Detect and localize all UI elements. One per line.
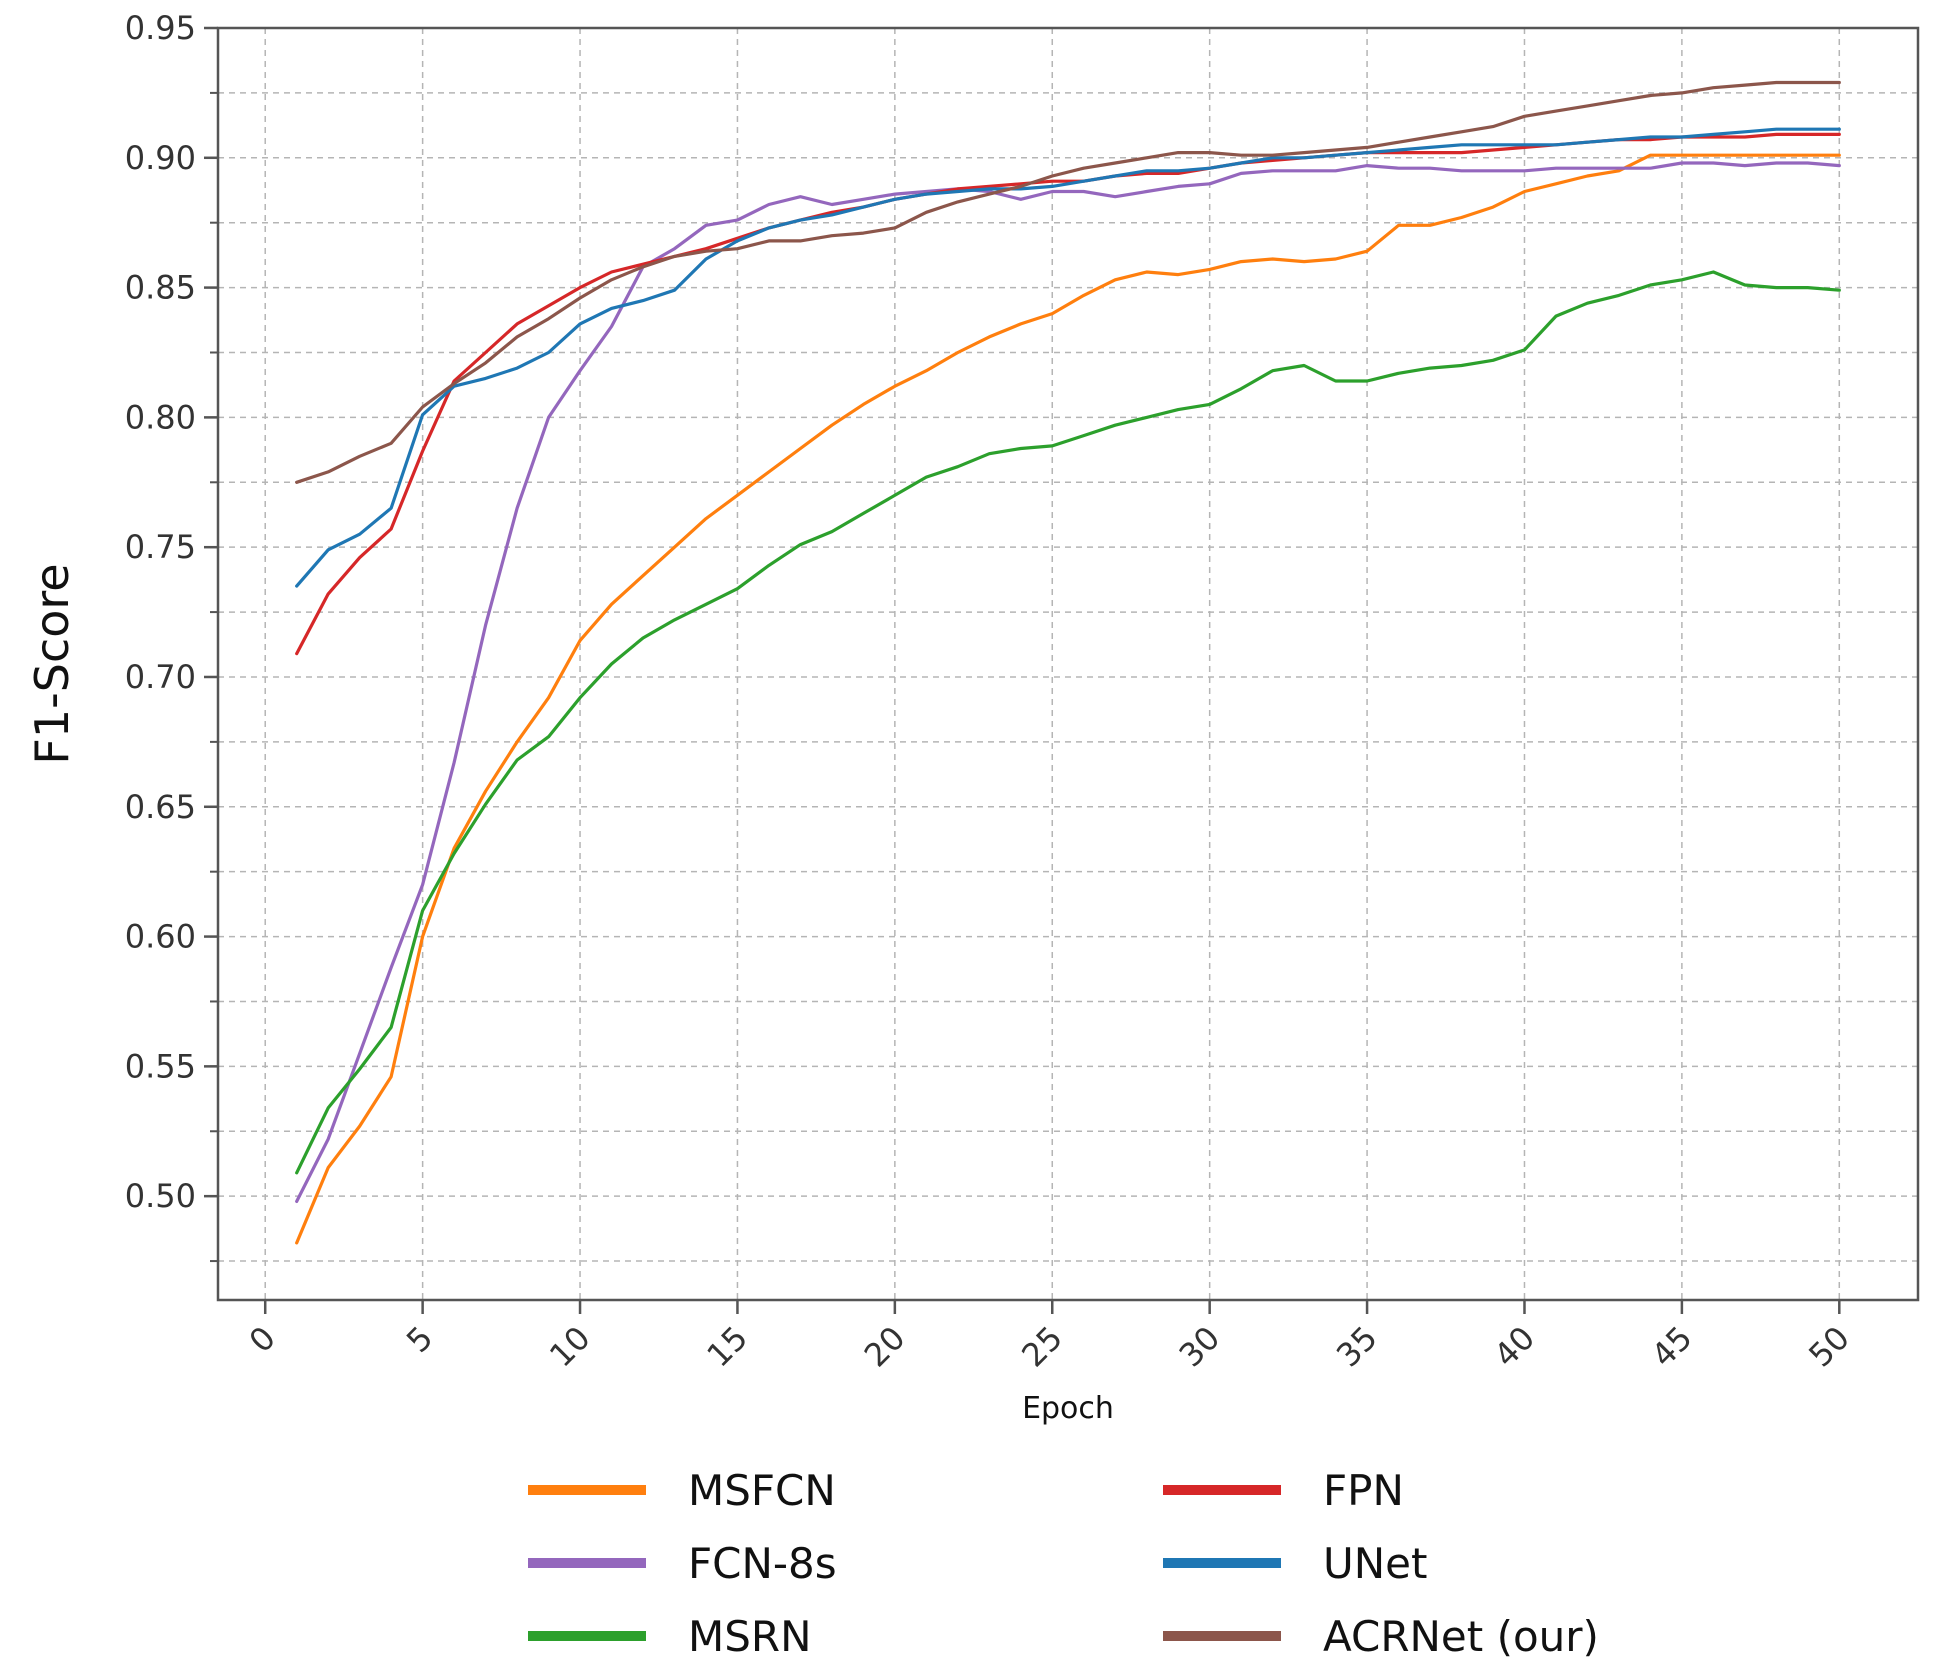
- series-lines: [295, 80, 1841, 1245]
- legend-item-fpn: FPN: [1163, 1466, 1404, 1515]
- series-line-unet: [295, 127, 1841, 588]
- axes: 0.50 0.55 0.60 0.65 0.70 0.75 0.80 0.85 0.90 0.95…: [125, 9, 1857, 1374]
- y-tick-label-0.55: 0.55: [125, 1047, 196, 1085]
- y-tick-label-0.85: 0.85: [125, 269, 196, 307]
- plot-frame: [216, 26, 1920, 1302]
- legend-label-msrn: MSRN: [688, 1612, 812, 1661]
- y-tick-label-0.95: 0.95: [125, 9, 196, 47]
- legend-label-acrnet-our: ACRNet (our): [1323, 1612, 1599, 1661]
- legend: MSFCN FCN-8s MSRN FPN UNet ACRNet (our): [528, 1466, 1599, 1661]
- x-tick-label-35: 35: [1329, 1319, 1385, 1375]
- x-tick-label-15: 15: [699, 1319, 755, 1375]
- series-line-msfcn: [295, 153, 1841, 1245]
- legend-item-unet: UNet: [1163, 1539, 1427, 1588]
- x-tick-label-25: 25: [1014, 1319, 1070, 1375]
- legend-item-msfcn: MSFCN: [528, 1466, 836, 1515]
- series-line-msrn: [295, 270, 1841, 1175]
- legend-item-msrn: MSRN: [528, 1612, 812, 1661]
- y-tick-label-0.75: 0.75: [125, 528, 196, 566]
- x-tick-label-30: 30: [1172, 1319, 1228, 1375]
- y-tick-label-0.60: 0.60: [125, 918, 196, 956]
- legend-item-acrnet-our: ACRNet (our): [1163, 1612, 1599, 1661]
- series-line-fcn-8s: [295, 161, 1841, 1204]
- x-tick-label-5: 5: [399, 1319, 440, 1360]
- grid-lines: [218, 27, 1918, 1300]
- x-tick-label-45: 45: [1644, 1319, 1700, 1375]
- y-tick-label-0.90: 0.90: [125, 139, 196, 177]
- y-axis-title: F1-Score: [25, 563, 79, 764]
- x-tick-label-20: 20: [857, 1319, 913, 1375]
- legend-label-msfcn: MSFCN: [688, 1466, 836, 1515]
- legend-label-unet: UNet: [1323, 1539, 1427, 1588]
- legend-label-fcn-8s: FCN-8s: [688, 1539, 837, 1588]
- legend-label-fpn: FPN: [1323, 1466, 1404, 1515]
- series-line-fpn: [295, 132, 1841, 656]
- x-tick-label-40: 40: [1486, 1319, 1542, 1375]
- series-line-acrnet-our: [295, 80, 1841, 484]
- y-tick-label-0.70: 0.70: [125, 658, 196, 696]
- legend-item-fcn-8s: FCN-8s: [528, 1539, 837, 1588]
- x-axis-title: Epoch: [1022, 1391, 1114, 1426]
- y-tick-label-0.50: 0.50: [125, 1177, 196, 1215]
- x-tick-label-50: 50: [1801, 1319, 1857, 1375]
- x-tick-label-10: 10: [542, 1319, 598, 1375]
- y-tick-label-0.65: 0.65: [125, 788, 196, 826]
- y-tick-label-0.80: 0.80: [125, 398, 196, 436]
- x-tick-label-0: 0: [242, 1319, 283, 1360]
